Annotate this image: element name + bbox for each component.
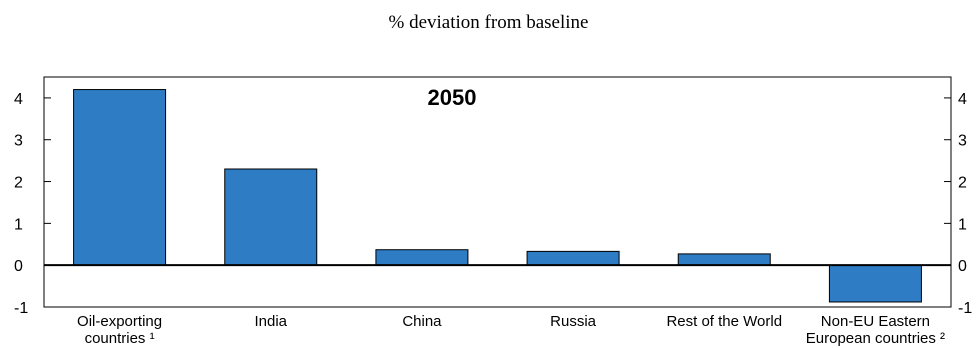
plot-frame: [43, 76, 952, 308]
x-axis-categories: Oil-exporting countries ¹ India China Russia…: [77, 313, 945, 347]
x-category-label: Non-EU Eastern European countries ²: [806, 313, 945, 347]
y-axis-right: -1 0 1 2 3 4: [944, 91, 972, 317]
chart-annotation-year: 2050: [428, 85, 477, 110]
x-category-label: China: [402, 313, 442, 330]
x-category-label-line: Non-EU Eastern: [821, 313, 930, 330]
y-tick-label-left: 2: [14, 175, 23, 192]
x-category-label: Russia: [550, 313, 597, 330]
y-axis-left: -1 0 1 2 3 4: [14, 91, 51, 317]
y-tick-label-left: 1: [14, 216, 23, 233]
y-tick-label-right: 2: [958, 175, 967, 192]
bar: [224, 168, 318, 266]
x-category-label: Oil-exporting countries ¹: [77, 313, 162, 347]
x-category-label: India: [254, 313, 287, 330]
bar: [677, 253, 771, 266]
x-category-label-line: India: [254, 313, 287, 330]
x-category-label: Rest of the World: [666, 313, 782, 330]
x-category-label-line: Oil-exporting: [77, 313, 162, 330]
y-tick-label-right: 4: [958, 91, 967, 108]
x-category-label-line: Rest of the World: [666, 313, 782, 330]
x-category-label-line: Russia: [550, 313, 597, 330]
bar: [828, 264, 922, 303]
y-tick-label-right: -1: [958, 300, 972, 317]
y-tick-label-right: 0: [958, 258, 967, 275]
y-tick-label-right: 1: [958, 216, 967, 233]
bars: [73, 89, 922, 303]
x-category-label-line: European countries ²: [806, 330, 945, 347]
y-tick-label-left: 0: [14, 258, 23, 275]
bar: [73, 89, 167, 266]
y-tick-label-left: -1: [14, 300, 28, 317]
y-tick-label-left: 4: [14, 91, 23, 108]
y-tick-label-right: 3: [958, 133, 967, 150]
x-category-label-line: countries ¹: [85, 330, 155, 347]
y-tick-label-left: 3: [14, 133, 23, 150]
bar: [526, 250, 620, 266]
bar: [375, 249, 469, 266]
chart-subtitle: % deviation from baseline: [388, 12, 589, 33]
x-category-label-line: China: [402, 313, 442, 330]
